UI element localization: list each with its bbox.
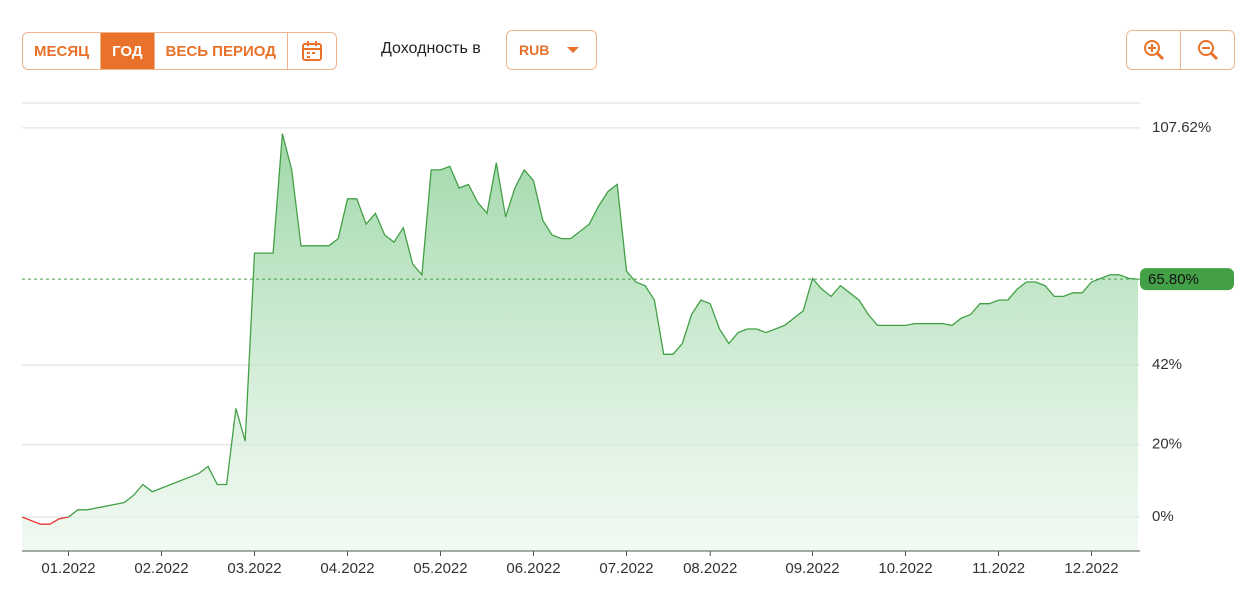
current-badge bbox=[1140, 268, 1234, 291]
period-button[interactable]: МЕСЯЦ bbox=[23, 33, 102, 69]
yield-label: Доходность в bbox=[381, 40, 481, 57]
period-button[interactable]: ГОД bbox=[101, 33, 155, 69]
x-tick-label: 07.2022 bbox=[599, 560, 653, 577]
line-negative bbox=[21, 517, 70, 525]
calendar-icon bbox=[301, 41, 322, 61]
zoom-controls bbox=[1126, 30, 1235, 70]
x-tick-label: 06.2022 bbox=[506, 560, 560, 577]
calendar-button[interactable] bbox=[288, 33, 336, 69]
y-tick-label: 0% bbox=[1152, 508, 1174, 525]
x-tick-label: 01.2022 bbox=[41, 560, 95, 577]
x-tick-label: 03.2022 bbox=[227, 560, 281, 577]
y-tick-label: 20% bbox=[1152, 436, 1182, 453]
x-tick-label: 12.2022 bbox=[1064, 560, 1118, 577]
x-tick-label: 10.2022 bbox=[878, 560, 932, 577]
zoom-in-icon bbox=[1143, 40, 1164, 61]
period-button[interactable]: ВЕСЬ ПЕРИОД bbox=[155, 33, 288, 69]
zoom-out[interactable] bbox=[1181, 31, 1234, 69]
y-tick-label: 107.62% bbox=[1152, 119, 1211, 136]
x-tick-label: 11.2022 bbox=[972, 560, 1025, 577]
dropdown-arrow bbox=[567, 47, 580, 53]
x-tick-label: 08.2022 bbox=[683, 560, 737, 577]
x-tick-label: 04.2022 bbox=[320, 560, 374, 577]
x-tick-label: 09.2022 bbox=[785, 560, 839, 577]
currency-value: RUB bbox=[519, 42, 550, 58]
x-tick-label: 02.2022 bbox=[134, 560, 188, 577]
line bbox=[21, 133, 1139, 518]
currency-dropdown[interactable]: RUB bbox=[506, 30, 597, 70]
current-label: 65.80% bbox=[1148, 271, 1199, 288]
area bbox=[22, 133, 1138, 551]
period-selector: МЕСЯЦ ГОД ВЕСЬ ПЕРИОД bbox=[22, 32, 337, 70]
zoom-in[interactable] bbox=[1127, 31, 1181, 69]
zoom-out-icon bbox=[1197, 40, 1218, 61]
x-tick-label: 05.2022 bbox=[413, 560, 467, 577]
y-tick-label: 42% bbox=[1152, 356, 1182, 373]
